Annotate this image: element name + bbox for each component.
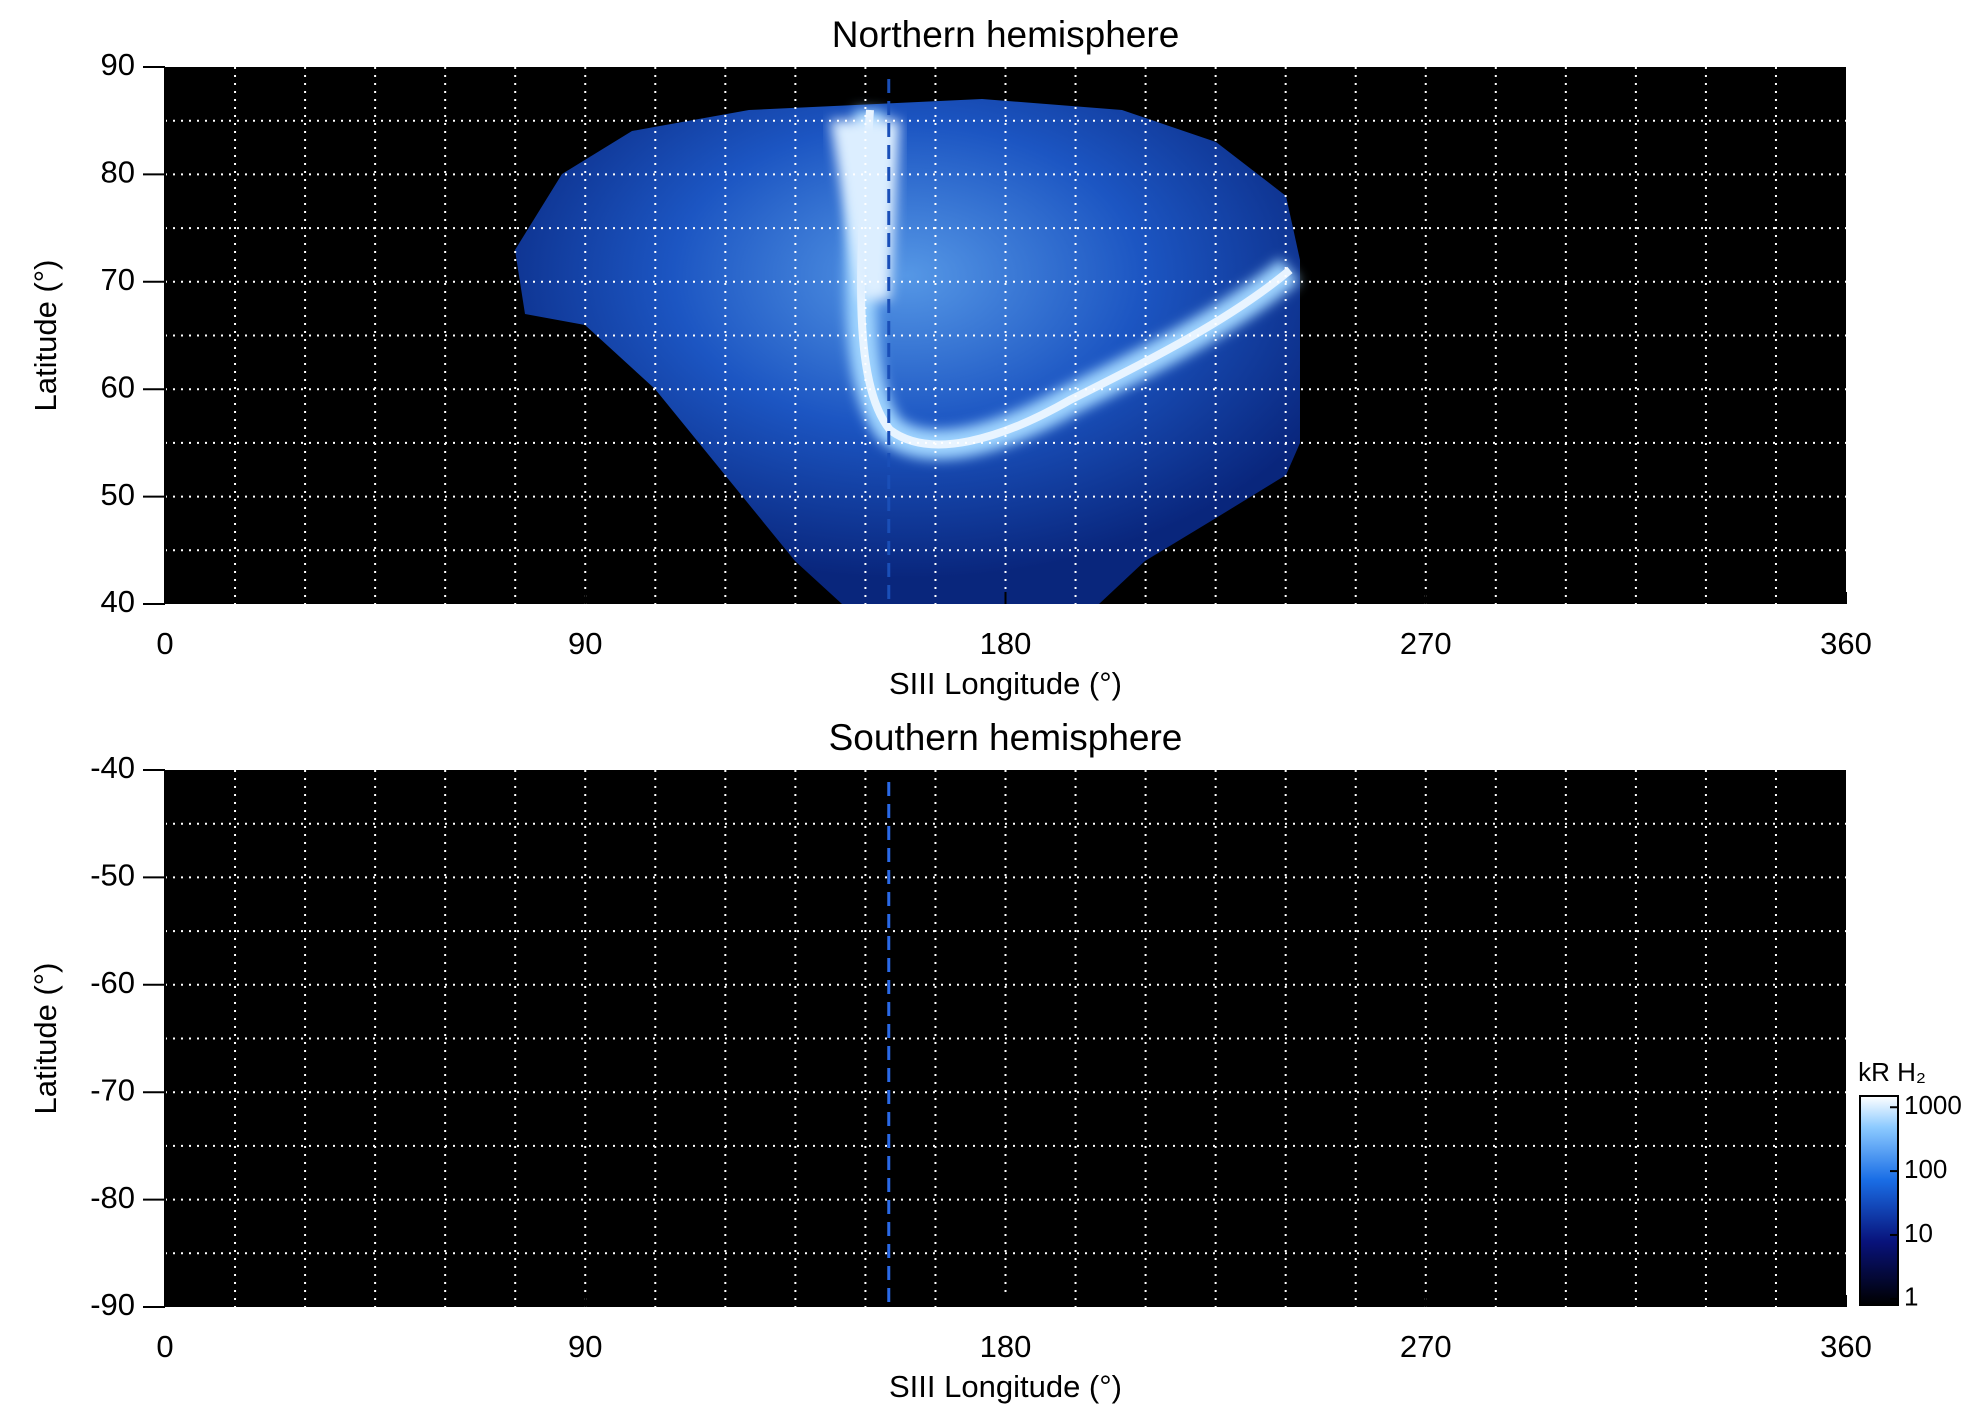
aurora-emission: [515, 99, 1300, 604]
colorbar-tick-label: 100: [1904, 1154, 1947, 1184]
x-tick-label: 360: [1820, 626, 1872, 661]
y-tick-label: 60: [101, 369, 135, 404]
y-tick-label: -70: [90, 1072, 135, 1107]
x-tick-label: 0: [156, 1329, 173, 1364]
x-tick-label: 180: [980, 626, 1032, 661]
panels: 0 90 180 270 360 40 50 60 70 80 90 Northern hemisph…: [28, 14, 1962, 1404]
x-tick-label: 90: [568, 626, 602, 661]
colorbar-tick-label: 1: [1904, 1282, 1918, 1312]
y-tick-label: 70: [101, 262, 135, 297]
panel: 0 90 180 270 360 -90 -80 -70 -60 -50 -40 Southern h…: [28, 717, 1872, 1404]
aurora-polar: [830, 120, 900, 300]
x-tick-label: 270: [1400, 1329, 1452, 1364]
colorbar-tick-label: 1000: [1904, 1090, 1962, 1120]
x-axis-title: SIII Longitude (°): [889, 1369, 1122, 1404]
y-tick-label: -40: [90, 750, 135, 785]
colorbar-label: kR H₂: [1858, 1057, 1926, 1087]
colorbar-tick-label: 10: [1904, 1218, 1933, 1248]
y-tick-label: 50: [101, 477, 135, 512]
colorbar: kR H₂ 1 10 100 1000: [1858, 1057, 1962, 1312]
chart-title: Northern hemisphere: [832, 14, 1180, 55]
aurora-region: [515, 99, 1300, 604]
x-tick-label: 180: [980, 1329, 1032, 1364]
y-tick-label: -90: [90, 1287, 135, 1322]
y-tick-label: 80: [101, 155, 135, 190]
x-tick-label: 270: [1400, 626, 1452, 661]
y-tick-label: 90: [101, 47, 135, 82]
y-tick-label: -50: [90, 858, 135, 893]
colorbar-scale: [1859, 1095, 1899, 1306]
x-tick-label: 360: [1820, 1329, 1872, 1364]
x-tick-label: 90: [568, 1329, 602, 1364]
panel: 0 90 180 270 360 40 50 60 70 80 90 Northern hemisph…: [28, 14, 1872, 701]
chart-title: Southern hemisphere: [829, 717, 1183, 758]
y-axis-title: Latitude (°): [28, 260, 63, 412]
x-axis-title: SIII Longitude (°): [889, 666, 1122, 701]
y-tick-label: -60: [90, 965, 135, 1000]
y-tick-label: 40: [101, 584, 135, 619]
x-tick-label: 0: [156, 626, 173, 661]
y-axis-title: Latitude (°): [28, 963, 63, 1115]
y-tick-label: -80: [90, 1180, 135, 1215]
